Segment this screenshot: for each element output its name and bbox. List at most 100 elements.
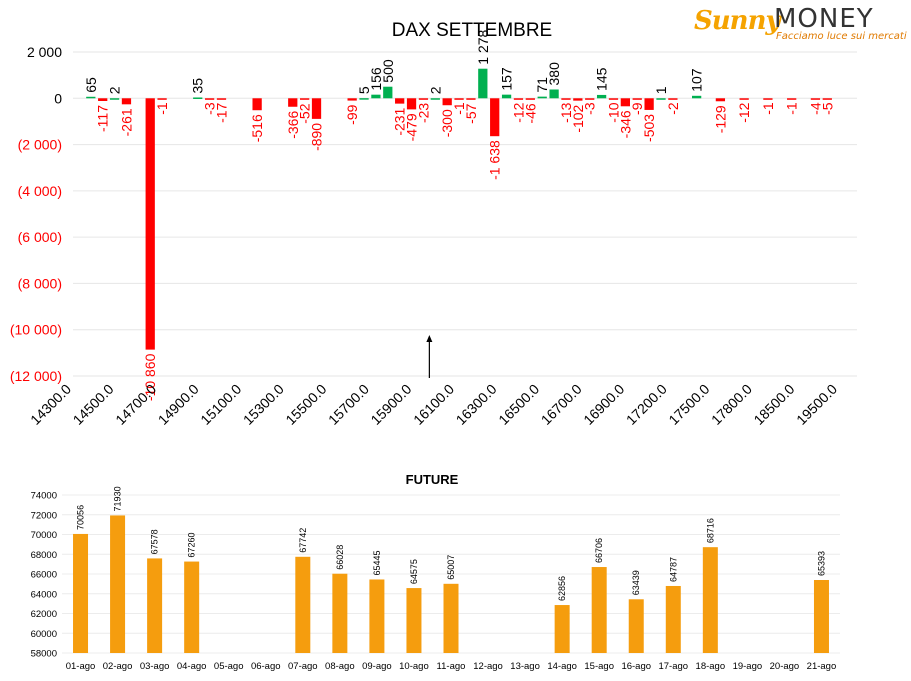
data-label: 66028	[335, 545, 345, 570]
data-label: 65393	[816, 551, 826, 576]
data-label: 67578	[150, 529, 160, 554]
data-label: -3	[582, 102, 598, 115]
bar	[644, 98, 654, 110]
data-label: 62856	[557, 576, 567, 601]
y-tick-label: 62000	[31, 609, 57, 620]
bar	[347, 98, 357, 101]
y-tick-label: 72000	[31, 510, 57, 521]
x-tick-label: 20-ago	[770, 661, 800, 672]
logo-money-text: MONEY	[774, 4, 874, 34]
x-tick-label: 17-ago	[658, 661, 688, 672]
bar	[490, 98, 500, 137]
bar	[300, 98, 310, 100]
data-label: 70056	[76, 505, 86, 530]
x-tick-label: 14900.0	[155, 381, 202, 428]
chart-title: FUTURE	[406, 472, 459, 487]
bar	[406, 588, 422, 653]
y-tick-label: 58000	[31, 649, 57, 660]
bar	[73, 533, 89, 653]
data-label: 64787	[668, 557, 678, 582]
x-tick-label: 04-ago	[177, 661, 207, 672]
x-tick-label: 10-ago	[399, 661, 429, 672]
data-label: 71930	[113, 486, 123, 511]
bars	[86, 68, 832, 350]
bar	[157, 98, 167, 100]
bar	[395, 98, 405, 104]
x-tick-label: 14500.0	[70, 381, 117, 428]
data-label: -890	[309, 123, 325, 151]
x-tick-label: 19-ago	[733, 661, 763, 672]
data-label: 1 278	[475, 29, 491, 64]
x-tick-label: 06-ago	[251, 661, 281, 672]
y-tick-label: 2 000	[27, 44, 62, 60]
data-label: -12	[510, 102, 526, 122]
bar	[763, 98, 773, 100]
data-label: -57	[463, 103, 479, 123]
y-tick-label: 66000	[31, 570, 57, 581]
x-tick-label: 13-ago	[510, 661, 540, 672]
bar	[184, 561, 200, 653]
data-label: -1	[784, 102, 800, 115]
bar	[145, 98, 155, 350]
bar	[121, 98, 132, 105]
bar	[98, 98, 108, 101]
x-tick-label: 16100.0	[410, 381, 457, 428]
bar	[109, 98, 120, 100]
y-tick-label: 64000	[31, 589, 57, 600]
y-tick-label: (4 000)	[18, 183, 62, 199]
bar	[585, 98, 595, 100]
bar	[501, 94, 512, 99]
data-label: -23	[415, 103, 431, 123]
data-label: 67260	[187, 533, 197, 558]
bar	[656, 98, 666, 100]
bar	[332, 573, 348, 653]
bar	[715, 98, 726, 102]
x-tick-label: 07-ago	[288, 661, 318, 672]
x-tick-label: 14-ago	[547, 661, 577, 672]
bar	[554, 605, 570, 653]
bar	[591, 567, 607, 653]
x-tick-label: 11-ago	[437, 661, 466, 672]
bar	[147, 558, 163, 653]
bar	[295, 556, 311, 653]
bar	[549, 89, 559, 99]
y-tick-label: (6 000)	[18, 229, 62, 245]
data-label: -261	[118, 108, 134, 136]
bar	[369, 579, 385, 653]
data-label: -1	[451, 102, 467, 115]
bar	[513, 98, 524, 100]
dax-settembre-chart: DAX SETTEMBRE 2 000 0 (2 000) (4 000) (6 000…	[10, 20, 857, 428]
bar	[418, 98, 429, 100]
data-label: 156	[368, 67, 384, 91]
data-label: 65445	[372, 550, 382, 575]
data-label: -1	[154, 102, 170, 115]
bar	[632, 98, 642, 100]
data-label: 145	[594, 67, 610, 91]
bar	[216, 98, 227, 100]
y-tick-label: (12 000)	[10, 368, 62, 384]
bar	[810, 98, 821, 100]
data-label: -12	[736, 102, 752, 122]
data-label: -17	[213, 102, 229, 122]
bar	[442, 98, 452, 106]
x-tick-label: 15900.0	[367, 381, 414, 428]
data-label: 5	[356, 86, 372, 94]
data-label: -366	[285, 111, 301, 139]
data-label: -1 638	[487, 140, 503, 180]
bar	[702, 547, 718, 653]
data-label: -2	[665, 102, 681, 115]
x-tick-label: 19500.0	[793, 381, 840, 428]
bar	[252, 98, 262, 111]
data-label: 1	[653, 86, 669, 94]
bar	[478, 68, 488, 99]
data-label: -4	[807, 102, 823, 115]
data-label: 2	[427, 86, 443, 94]
bar	[204, 98, 215, 100]
bar	[288, 98, 298, 107]
data-label: -102	[570, 104, 586, 132]
bar	[443, 583, 459, 653]
x-tick-label: 15500.0	[282, 381, 329, 428]
x-tick-label: 15300.0	[240, 381, 287, 428]
x-tick-label: 02-ago	[103, 661, 133, 672]
bar	[86, 96, 96, 99]
